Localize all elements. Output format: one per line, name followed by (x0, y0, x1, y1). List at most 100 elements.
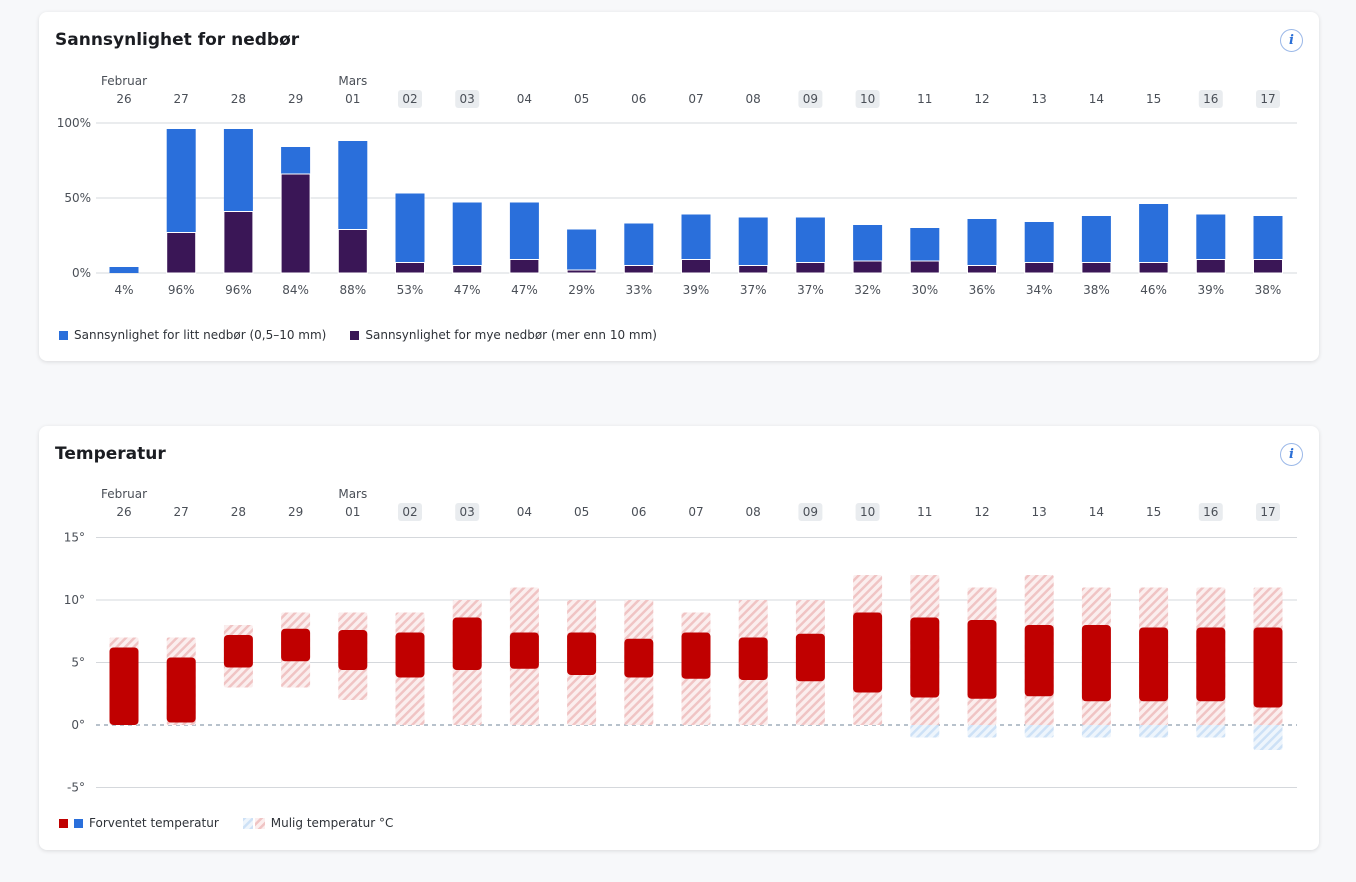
precipitation-chart: Februar 26 27 28 29 Mars 01 02 03 04 05 06 07 08 09 10 1… (57, 74, 1297, 297)
value-label: 46% (1140, 283, 1167, 297)
date-label: 28 (231, 505, 246, 519)
expected-temp-bar (509, 632, 539, 669)
expected-temp-bar (1024, 625, 1054, 697)
value-label: 37% (740, 283, 767, 297)
bar-heavy-precip (166, 232, 197, 274)
weekend-highlight (455, 90, 480, 108)
expected-temp-bar (853, 612, 883, 693)
date-label: 04 (517, 92, 532, 106)
value-label: 34% (1026, 283, 1053, 297)
legend-swatch-heavy (350, 330, 360, 340)
value-label: 37% (797, 283, 824, 297)
expected-temp-bar (795, 633, 825, 682)
possible-temp-range-below-zero (1253, 725, 1283, 750)
temperature-chart: Februar 26 27 28 29 Mars 01 02 03 04 05 06 07 08 09 10 1… (64, 487, 1297, 795)
bar-light-precip (567, 229, 597, 273)
precipitation-title: Sannsynlighet for nedbør (55, 30, 300, 50)
weekend-highlight (855, 503, 880, 521)
date-label: 04 (517, 505, 532, 519)
temperature-legend: Forventet temperatur Mulig temperatur °C (59, 816, 393, 830)
date-label: 13 (1032, 92, 1047, 106)
y-tick-label: 0% (72, 266, 91, 280)
date-label: 09 (803, 92, 818, 106)
date-label: 05 (574, 505, 589, 519)
possible-temp-range-below-zero (1139, 725, 1169, 738)
date-label: 03 (460, 92, 475, 106)
legend-swatch-light (59, 330, 68, 340)
date-label: 29 (288, 92, 303, 106)
value-label: 38% (1083, 283, 1110, 297)
expected-temp-bar (738, 637, 768, 680)
legend-label-light: Sannsynlighet for litt nedbør (0,5–10 mm… (74, 328, 327, 342)
date-label: 28 (231, 92, 246, 106)
bar-heavy-precip (1195, 259, 1226, 274)
value-label: 53% (397, 283, 424, 297)
expected-temp-bar (166, 657, 196, 723)
bar-heavy-precip (280, 173, 311, 274)
date-label: 17 (1260, 505, 1275, 519)
month-label: Februar (101, 74, 147, 88)
bar-heavy-precip (1253, 259, 1283, 274)
date-label: 29 (288, 505, 303, 519)
possible-temp-range-below-zero (967, 725, 997, 738)
expected-temp-bar (1196, 627, 1226, 702)
bar-heavy-precip (1081, 262, 1112, 274)
date-label: 14 (1089, 505, 1104, 519)
date-label: 17 (1260, 92, 1275, 106)
value-label: 33% (625, 283, 652, 297)
legend-swatch-expected-warm (59, 818, 68, 828)
date-label: 01 (345, 92, 360, 106)
temperature-title: Temperatur (55, 444, 166, 464)
info-icon[interactable]: i (1280, 443, 1303, 466)
value-label: 39% (683, 283, 710, 297)
value-label: 4% (114, 283, 133, 297)
value-label: 29% (568, 283, 595, 297)
value-label: 47% (511, 283, 538, 297)
bar-heavy-precip (566, 269, 597, 274)
weekend-highlight (398, 503, 422, 521)
bar-heavy-precip (681, 259, 711, 274)
value-label: 96% (168, 283, 195, 297)
legend-label-expected: Forventet temperatur (89, 816, 219, 830)
date-label: 05 (574, 92, 589, 106)
date-label: 15 (1146, 505, 1161, 519)
expected-temp-bar (910, 617, 940, 698)
date-label: 10 (860, 505, 875, 519)
possible-temp-range-below-zero (910, 725, 940, 738)
possible-temp-range-below-zero (1081, 725, 1111, 738)
weekend-highlight (1256, 503, 1280, 521)
value-label: 88% (339, 283, 366, 297)
bar-heavy-precip (967, 265, 997, 274)
y-tick-label: 15° (64, 531, 85, 545)
date-label: 11 (917, 505, 932, 519)
bar-light-precip (109, 267, 139, 273)
date-label: 10 (860, 92, 875, 106)
month-label: Februar (101, 487, 147, 501)
y-tick-label: 5° (71, 656, 85, 670)
date-label: 12 (974, 505, 989, 519)
bar-heavy-precip (223, 211, 254, 274)
weekend-highlight (798, 90, 823, 108)
date-label: 14 (1089, 92, 1104, 106)
bar-heavy-precip (452, 265, 483, 274)
date-label: 26 (116, 92, 131, 106)
y-tick-label: 0° (71, 718, 85, 732)
weekend-highlight (1198, 90, 1223, 108)
expected-temp-bar (967, 620, 997, 699)
date-label: 07 (688, 505, 703, 519)
date-label: 08 (746, 92, 761, 106)
y-tick-label: -5° (67, 781, 85, 795)
value-label: 30% (911, 283, 938, 297)
precipitation-legend: Sannsynlighet for litt nedbør (0,5–10 mm… (59, 328, 657, 342)
expected-temp-bar (281, 628, 311, 662)
bar-heavy-precip (738, 265, 769, 274)
value-label: 32% (854, 283, 881, 297)
info-icon[interactable]: i (1280, 29, 1303, 52)
legend-swatch-expected-cold (74, 818, 83, 828)
bar-heavy-precip (623, 265, 654, 274)
weekend-highlight (1198, 503, 1223, 521)
value-label: 84% (282, 283, 309, 297)
legend-label-heavy: Sannsynlighet for mye nedbør (mer enn 10… (365, 328, 657, 342)
date-label: 02 (402, 92, 417, 106)
value-label: 38% (1255, 283, 1282, 297)
